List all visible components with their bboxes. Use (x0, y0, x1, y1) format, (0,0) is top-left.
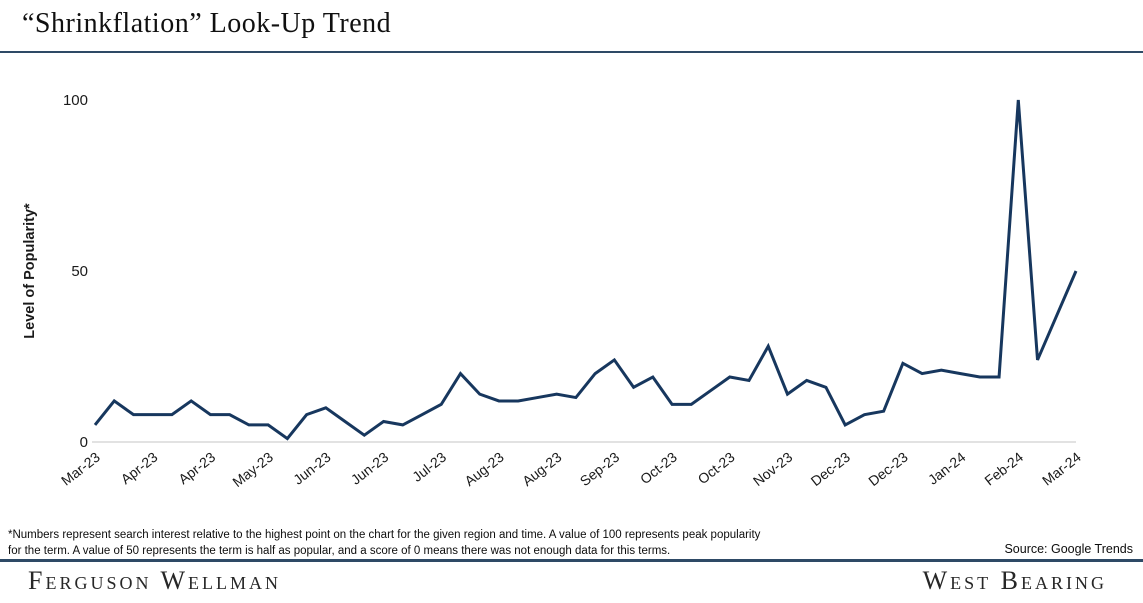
footnote: *Numbers represent search interest relat… (8, 528, 788, 559)
x-axis-tick-label: Apr-23 (118, 449, 161, 488)
footnote-line-1: *Numbers represent search interest relat… (8, 529, 761, 541)
x-axis-tick-label: Oct-23 (637, 449, 680, 488)
x-axis-tick-label: Mar-23 (58, 449, 103, 489)
x-axis-tick-label: Dec-23 (808, 449, 854, 490)
x-axis-tick-label: Aug-23 (519, 449, 565, 490)
y-axis-title: Level of Popularity* (22, 203, 38, 339)
x-axis-tick-label: Oct-23 (695, 449, 738, 488)
x-axis-tick-label: Jun-23 (348, 449, 392, 488)
y-axis-tick-label: 100 (63, 92, 88, 109)
x-axis-tick-label: Feb-24 (981, 449, 1026, 489)
x-axis-tick-label: Aug-23 (461, 449, 507, 490)
footer-divider (0, 559, 1143, 562)
source-attribution: Source: Google Trends (1004, 542, 1133, 556)
x-axis-tick-label: Nov-23 (750, 449, 796, 490)
y-axis-tick-label: 50 (71, 263, 88, 280)
y-axis-tick-label: 0 (80, 434, 88, 451)
x-axis-tick-label: May-23 (229, 449, 276, 490)
x-axis-tick-label: Mar-24 (1039, 449, 1084, 489)
brand-west-bearing: West Bearing (922, 566, 1107, 595)
chart-canvas: 0 50 100 Level of Popularity* Mar-23 Apr-23 Ap… (22, 92, 1084, 490)
x-axis-tick-label: Jul-23 (409, 449, 449, 485)
x-axis-tick-label: Jun-23 (290, 449, 334, 488)
x-axis-tick-label: Dec-23 (865, 449, 911, 490)
x-axis-tick-label: Sep-23 (577, 449, 623, 490)
trend-line (93, 99, 1078, 441)
title-bar: “Shrinkflation” Look-Up Trend (0, 0, 1143, 53)
brand-ferguson-wellman: Ferguson Wellman (28, 566, 282, 595)
trend-chart: 0 50 100 Level of Popularity* Mar-23 Apr-23 Ap… (0, 53, 1143, 523)
x-axis-tick-label: Jan-24 (925, 449, 969, 488)
chart-title: “Shrinkflation” Look-Up Trend (22, 8, 392, 39)
footnote-line-2: for the term. A value of 50 represents t… (8, 544, 671, 557)
x-axis-tick-label: Apr-23 (175, 449, 218, 488)
